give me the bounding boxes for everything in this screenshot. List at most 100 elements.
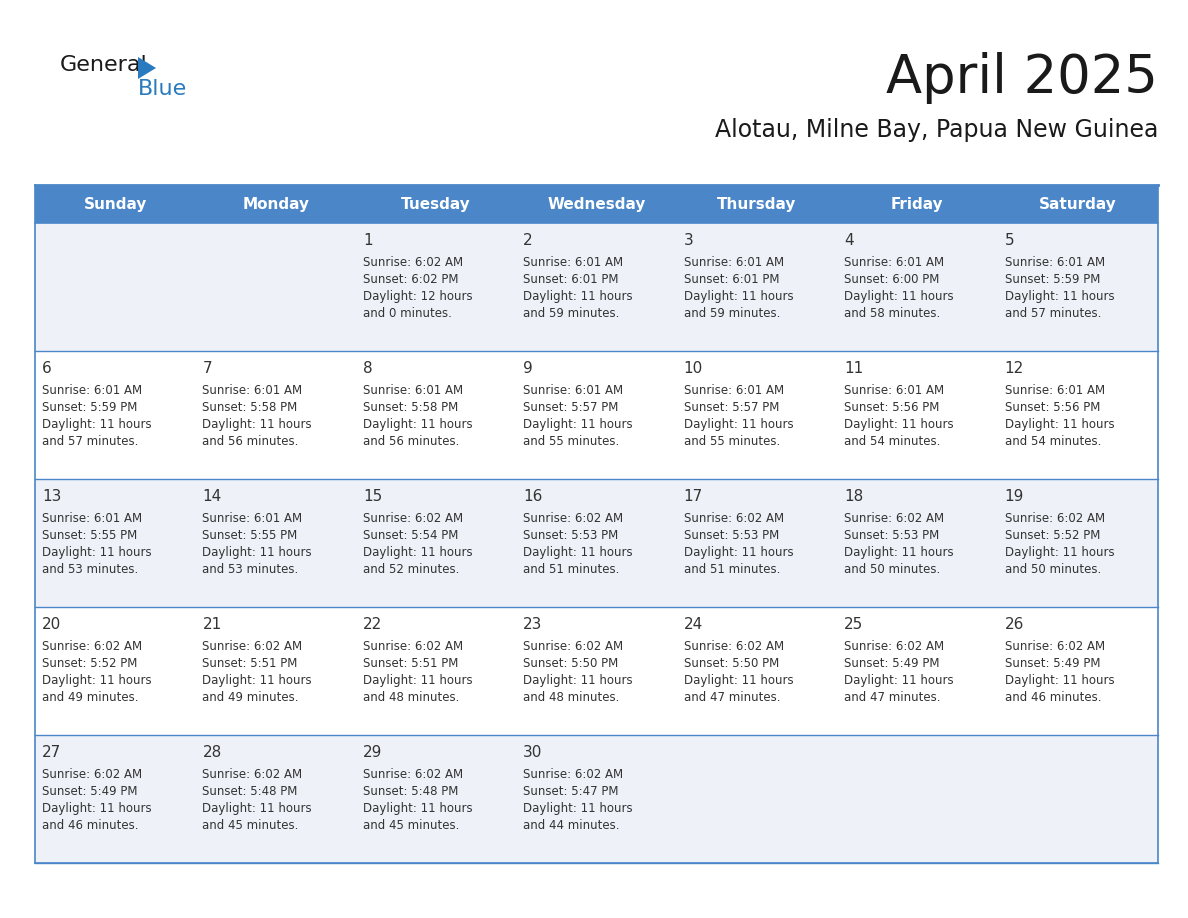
Text: Sunset: 5:56 PM: Sunset: 5:56 PM [845, 401, 940, 414]
Text: Sunrise: 6:01 AM: Sunrise: 6:01 AM [845, 256, 944, 269]
Text: Sunrise: 6:01 AM: Sunrise: 6:01 AM [523, 385, 624, 397]
Text: Tuesday: Tuesday [402, 196, 470, 211]
Text: and 59 minutes.: and 59 minutes. [684, 308, 781, 320]
Text: 19: 19 [1005, 489, 1024, 504]
Text: and 46 minutes.: and 46 minutes. [42, 820, 139, 833]
Text: Saturday: Saturday [1040, 196, 1117, 211]
Text: Daylight: 11 hours: Daylight: 11 hours [202, 802, 312, 815]
Text: Sunset: 6:02 PM: Sunset: 6:02 PM [362, 274, 459, 286]
Text: Sunset: 5:49 PM: Sunset: 5:49 PM [845, 657, 940, 670]
Text: Daylight: 11 hours: Daylight: 11 hours [845, 546, 954, 559]
Text: Daylight: 11 hours: Daylight: 11 hours [362, 419, 473, 431]
Text: and 50 minutes.: and 50 minutes. [845, 564, 941, 577]
Text: and 51 minutes.: and 51 minutes. [684, 564, 781, 577]
Text: 29: 29 [362, 745, 383, 760]
Text: Sunrise: 6:01 AM: Sunrise: 6:01 AM [523, 256, 624, 269]
Text: Sunset: 5:59 PM: Sunset: 5:59 PM [42, 401, 138, 414]
Text: Sunset: 5:52 PM: Sunset: 5:52 PM [1005, 530, 1100, 543]
Text: Daylight: 11 hours: Daylight: 11 hours [42, 419, 152, 431]
Text: Sunrise: 6:02 AM: Sunrise: 6:02 AM [202, 768, 303, 781]
Text: Sunrise: 6:01 AM: Sunrise: 6:01 AM [42, 512, 143, 525]
Text: Daylight: 11 hours: Daylight: 11 hours [202, 675, 312, 688]
Text: and 56 minutes.: and 56 minutes. [362, 435, 460, 448]
Text: 20: 20 [42, 617, 62, 632]
Text: 14: 14 [202, 489, 222, 504]
Text: Sunset: 5:58 PM: Sunset: 5:58 PM [362, 401, 459, 414]
Text: Sunrise: 6:01 AM: Sunrise: 6:01 AM [845, 385, 944, 397]
Text: and 44 minutes.: and 44 minutes. [523, 820, 620, 833]
Text: and 57 minutes.: and 57 minutes. [42, 435, 138, 448]
Text: 13: 13 [42, 489, 62, 504]
Text: Sunset: 6:00 PM: Sunset: 6:00 PM [845, 274, 940, 286]
Text: Sunrise: 6:02 AM: Sunrise: 6:02 AM [523, 768, 624, 781]
Text: 25: 25 [845, 617, 864, 632]
Text: Sunrise: 6:01 AM: Sunrise: 6:01 AM [1005, 385, 1105, 397]
Text: Sunrise: 6:02 AM: Sunrise: 6:02 AM [42, 640, 143, 654]
Text: General: General [61, 55, 147, 75]
Text: and 59 minutes.: and 59 minutes. [523, 308, 620, 320]
Text: Sunset: 5:55 PM: Sunset: 5:55 PM [202, 530, 298, 543]
Text: Sunrise: 6:02 AM: Sunrise: 6:02 AM [42, 768, 143, 781]
Text: Friday: Friday [891, 196, 943, 211]
Text: Sunset: 5:55 PM: Sunset: 5:55 PM [42, 530, 138, 543]
Bar [34, 223, 1158, 351]
Text: Daylight: 11 hours: Daylight: 11 hours [1005, 546, 1114, 559]
Text: 11: 11 [845, 361, 864, 376]
Text: Alotau, Milne Bay, Papua New Guinea: Alotau, Milne Bay, Papua New Guinea [715, 118, 1158, 142]
Text: 26: 26 [1005, 617, 1024, 632]
Text: Sunrise: 6:01 AM: Sunrise: 6:01 AM [202, 512, 303, 525]
Text: 17: 17 [684, 489, 703, 504]
Text: 8: 8 [362, 361, 373, 376]
Text: Daylight: 11 hours: Daylight: 11 hours [362, 802, 473, 815]
Text: and 52 minutes.: and 52 minutes. [362, 564, 460, 577]
Text: Daylight: 11 hours: Daylight: 11 hours [523, 290, 633, 303]
Text: Daylight: 11 hours: Daylight: 11 hours [845, 675, 954, 688]
Text: and 46 minutes.: and 46 minutes. [1005, 691, 1101, 704]
Text: Sunset: 6:01 PM: Sunset: 6:01 PM [523, 274, 619, 286]
Text: Sunset: 5:58 PM: Sunset: 5:58 PM [202, 401, 298, 414]
Bar [677, 185, 838, 223]
Text: Sunset: 6:01 PM: Sunset: 6:01 PM [684, 274, 779, 286]
Text: 2: 2 [523, 233, 533, 248]
Text: 22: 22 [362, 617, 383, 632]
Text: 15: 15 [362, 489, 383, 504]
Text: Daylight: 11 hours: Daylight: 11 hours [42, 675, 152, 688]
Text: and 53 minutes.: and 53 minutes. [42, 564, 138, 577]
Text: Daylight: 11 hours: Daylight: 11 hours [684, 546, 794, 559]
Text: Daylight: 11 hours: Daylight: 11 hours [362, 675, 473, 688]
Text: Sunrise: 6:01 AM: Sunrise: 6:01 AM [202, 385, 303, 397]
Text: 3: 3 [684, 233, 694, 248]
Text: 30: 30 [523, 745, 543, 760]
Text: and 58 minutes.: and 58 minutes. [845, 308, 941, 320]
Text: Sunrise: 6:01 AM: Sunrise: 6:01 AM [1005, 256, 1105, 269]
Text: and 49 minutes.: and 49 minutes. [42, 691, 139, 704]
Text: Daylight: 11 hours: Daylight: 11 hours [523, 419, 633, 431]
Bar [34, 735, 1158, 863]
Text: Sunset: 5:54 PM: Sunset: 5:54 PM [362, 530, 459, 543]
Text: Sunrise: 6:02 AM: Sunrise: 6:02 AM [684, 640, 784, 654]
Text: and 0 minutes.: and 0 minutes. [362, 308, 451, 320]
Text: Sunrise: 6:02 AM: Sunrise: 6:02 AM [362, 256, 463, 269]
Text: Monday: Monday [242, 196, 309, 211]
Text: Sunset: 5:48 PM: Sunset: 5:48 PM [202, 785, 298, 799]
Text: Sunset: 5:57 PM: Sunset: 5:57 PM [684, 401, 779, 414]
Text: Sunday: Sunday [83, 196, 147, 211]
Text: Daylight: 11 hours: Daylight: 11 hours [1005, 675, 1114, 688]
Text: Sunset: 5:49 PM: Sunset: 5:49 PM [1005, 657, 1100, 670]
Text: 10: 10 [684, 361, 703, 376]
Text: and 55 minutes.: and 55 minutes. [523, 435, 619, 448]
Text: Daylight: 11 hours: Daylight: 11 hours [523, 802, 633, 815]
Text: Sunrise: 6:02 AM: Sunrise: 6:02 AM [845, 640, 944, 654]
Text: and 47 minutes.: and 47 minutes. [684, 691, 781, 704]
Text: Daylight: 11 hours: Daylight: 11 hours [684, 675, 794, 688]
Text: Sunset: 5:57 PM: Sunset: 5:57 PM [523, 401, 619, 414]
Text: Sunrise: 6:02 AM: Sunrise: 6:02 AM [1005, 640, 1105, 654]
Text: 5: 5 [1005, 233, 1015, 248]
Text: Sunset: 5:52 PM: Sunset: 5:52 PM [42, 657, 138, 670]
Text: and 54 minutes.: and 54 minutes. [845, 435, 941, 448]
Text: Sunset: 5:47 PM: Sunset: 5:47 PM [523, 785, 619, 799]
Text: and 54 minutes.: and 54 minutes. [1005, 435, 1101, 448]
Text: Sunset: 5:53 PM: Sunset: 5:53 PM [845, 530, 940, 543]
Text: 27: 27 [42, 745, 62, 760]
Text: 21: 21 [202, 617, 222, 632]
